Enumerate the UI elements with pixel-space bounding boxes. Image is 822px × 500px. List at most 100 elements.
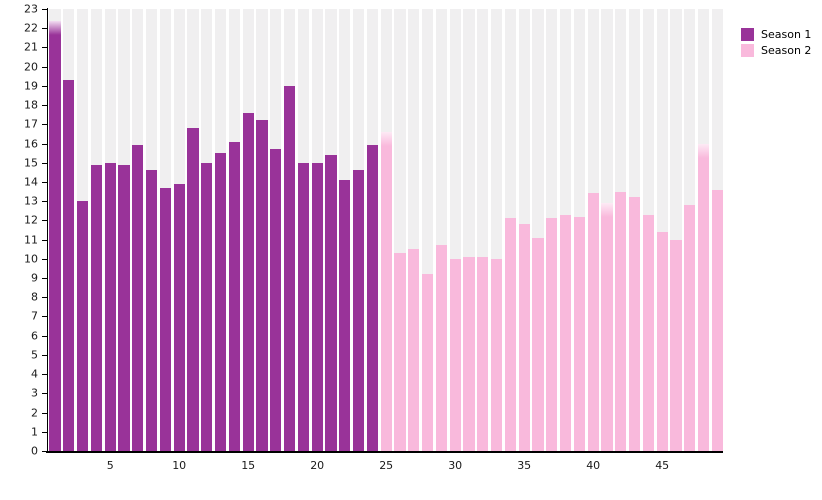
column-stripe (491, 9, 503, 451)
column-stripe (532, 9, 544, 451)
x-tick-label-30: 30 (448, 459, 463, 472)
y-tick-label-12: 12 (24, 213, 38, 227)
bar-episode-15-season-1 (242, 112, 254, 451)
column-stripe (422, 9, 434, 451)
x-tick-label-20: 20 (310, 459, 325, 472)
legend: Season 1 Season 2 (741, 26, 811, 58)
y-tick-label-15: 15 (24, 156, 38, 170)
y-tick-mark (42, 28, 47, 30)
y-tick-label-3: 3 (31, 386, 38, 400)
y-tick-label-18: 18 (24, 98, 38, 112)
column-stripe (463, 9, 475, 451)
bar-episode-27-season-2 (408, 249, 420, 451)
y-tick-mark (42, 278, 47, 280)
legend-label-season-1: Season 1 (761, 27, 812, 41)
y-tick-mark (42, 431, 47, 433)
y-tick-label-17: 17 (24, 117, 38, 131)
column-stripe (408, 9, 420, 451)
bar-episode-32-season-2 (477, 256, 489, 451)
bar-episode-46-season-2 (670, 239, 682, 451)
bar-episode-9-season-1 (159, 187, 171, 451)
bar-episode-20-season-1 (311, 162, 323, 451)
bar-episode-25-season-2 (380, 131, 392, 451)
bar-episode-47-season-2 (684, 205, 696, 451)
y-tick-label-4: 4 (31, 367, 38, 381)
y-tick-label-16: 16 (24, 137, 38, 151)
x-tick-label-40: 40 (586, 459, 601, 472)
bar-episode-14-season-1 (228, 141, 240, 451)
y-tick-label-23: 23 (24, 2, 38, 16)
y-tick-label-0: 0 (31, 444, 38, 458)
bar-episode-23-season-1 (353, 170, 365, 451)
bar-episode-1-season-1 (49, 20, 61, 451)
y-tick-label-9: 9 (31, 271, 38, 285)
bar-episode-31-season-2 (463, 256, 475, 451)
bar-episode-19-season-1 (297, 162, 309, 451)
column-stripe (435, 9, 447, 451)
y-tick-mark (42, 354, 47, 356)
y-tick-mark (42, 143, 47, 145)
bar-episode-10-season-1 (173, 183, 185, 451)
x-tick-label-25: 25 (379, 459, 394, 472)
y-tick-mark (42, 258, 47, 260)
y-tick-label-2: 2 (31, 406, 38, 420)
y-tick-label-22: 22 (24, 21, 38, 35)
y-tick-label-19: 19 (24, 79, 38, 93)
y-tick-mark (42, 220, 47, 222)
bar-episode-45-season-2 (656, 231, 668, 451)
column-stripe (394, 9, 406, 451)
legend-item-season-1: Season 1 (741, 26, 811, 42)
y-tick-label-8: 8 (31, 290, 38, 304)
bar-episode-39-season-2 (573, 216, 585, 451)
y-tick-mark (42, 85, 47, 87)
bar-episode-8-season-1 (146, 170, 158, 451)
y-tick-mark (42, 47, 47, 49)
x-tick-label-10: 10 (172, 459, 187, 472)
bar-episode-2-season-1 (63, 80, 75, 451)
y-tick-mark (42, 201, 47, 203)
bar-episode-33-season-2 (491, 258, 503, 451)
y-tick-label-11: 11 (24, 233, 38, 247)
bar-episode-42-season-2 (615, 191, 627, 451)
y-tick-mark (42, 66, 47, 68)
y-tick-mark (42, 335, 47, 337)
bar-episode-48-season-2 (698, 143, 710, 451)
bar-episode-22-season-1 (339, 180, 351, 451)
column-stripe (670, 9, 682, 451)
bar-episode-17-season-1 (270, 149, 282, 451)
bar-episode-41-season-2 (601, 203, 613, 451)
bar-episode-12-season-1 (201, 162, 213, 451)
y-tick-mark (42, 451, 47, 452)
y-tick-mark (42, 181, 47, 183)
column-stripe (656, 9, 668, 451)
column-stripe (477, 9, 489, 451)
bar-episode-7-season-1 (132, 145, 144, 451)
x-tick-label-15: 15 (241, 459, 256, 472)
bar-episode-29-season-2 (435, 245, 447, 451)
y-tick-label-21: 21 (24, 40, 38, 54)
x-axis-line (46, 451, 723, 453)
bar-episode-40-season-2 (587, 193, 599, 451)
bar-episode-18-season-1 (284, 85, 296, 451)
y-tick-mark (42, 316, 47, 318)
bar-episode-21-season-1 (325, 155, 337, 451)
y-tick-mark (42, 162, 47, 164)
bar-episode-3-season-1 (77, 201, 89, 451)
bar-episode-28-season-2 (422, 274, 434, 451)
y-tick-label-13: 13 (24, 194, 38, 208)
y-tick-mark (42, 393, 47, 395)
bar-episode-49-season-2 (711, 189, 723, 451)
y-tick-label-14: 14 (24, 175, 38, 189)
y-tick-mark (42, 105, 47, 107)
y-tick-label-10: 10 (24, 252, 38, 266)
bar-episode-26-season-2 (394, 253, 406, 451)
y-tick-mark (42, 374, 47, 376)
bar-episode-36-season-2 (532, 237, 544, 451)
y-tick-mark (42, 412, 47, 414)
y-tick-label-5: 5 (31, 348, 38, 362)
x-tick-label-5: 5 (106, 459, 114, 472)
y-tick-mark (42, 9, 47, 10)
bar-episode-34-season-2 (504, 218, 516, 451)
y-tick-label-20: 20 (24, 60, 38, 74)
